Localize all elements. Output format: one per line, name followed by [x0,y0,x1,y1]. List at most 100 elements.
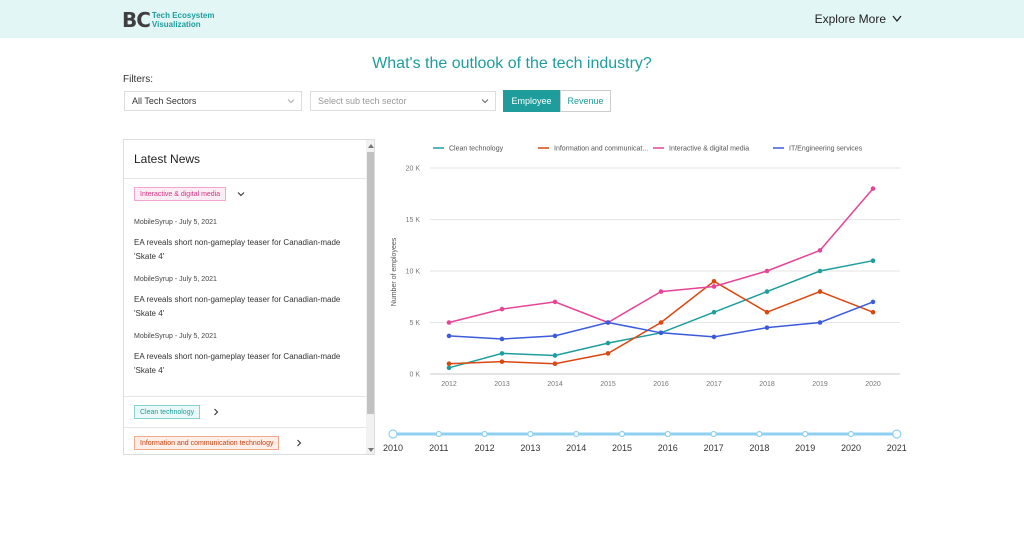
data-point[interactable] [658,330,664,336]
sub-tech-sector-select[interactable]: Select sub tech sector [310,91,496,111]
data-point[interactable] [446,333,452,339]
logo-line-2: Visualization [151,20,201,29]
data-point[interactable] [711,279,717,284]
x-tick-label: 2015 [600,381,616,388]
timeline-year-label: 2019 [795,443,815,453]
y-axis-ticks: 0 K 5 K 10 K 15 K 20 K [406,166,421,379]
divider [124,427,366,428]
data-point[interactable] [817,268,823,274]
y-axis-label: Number of employees [391,237,398,306]
timeline-year-label: 2016 [658,443,678,453]
scroll-down-arrow-icon[interactable] [368,447,374,453]
timeline-year-label: 2021 [887,443,907,453]
data-point[interactable] [446,365,452,371]
data-point[interactable] [711,334,717,340]
x-tick-label: 2018 [759,381,775,388]
slider-tick [802,430,809,438]
data-point[interactable] [499,306,505,312]
article-headline[interactable]: EA reveals short non-gameplay teaser for… [134,295,341,318]
timeline-year-label: 2017 [704,443,724,453]
employee-toggle-button[interactable]: Employee [503,90,560,112]
chevron-down-icon [481,99,489,104]
y-tick-label: 20 K [406,166,421,173]
slider-tick [573,430,580,438]
data-point[interactable] [870,299,876,305]
data-point[interactable] [711,284,717,289]
data-point[interactable] [446,320,452,325]
data-point[interactable] [870,309,876,315]
data-point[interactable] [870,186,876,191]
timeline-year-label: 2012 [475,443,495,453]
revenue-toggle-button[interactable]: Revenue [560,90,611,112]
divider [124,178,366,179]
article-headline[interactable]: EA reveals short non-gameplay teaser for… [134,238,341,261]
data-point[interactable] [817,320,823,325]
sub-tech-sector-placeholder: Select sub tech sector [318,96,407,106]
page-title: What's the outlook of the tech industry? [372,55,652,72]
data-point[interactable] [499,351,505,356]
data-point[interactable] [764,309,770,315]
logo-text: Tech Ecosystem Visualization [152,11,215,29]
data-point[interactable] [605,351,611,356]
slider-handle[interactable] [892,429,902,439]
news-scrollbar[interactable] [366,140,374,454]
data-point[interactable] [711,309,717,315]
scroll-thumb[interactable] [367,152,374,414]
explore-more-button[interactable]: Explore More [815,12,902,26]
slider-tick [527,430,534,438]
article-source: MobileSyrup - July 5, 2021 [134,276,217,283]
article-headline[interactable]: EA reveals short non-gameplay teaser for… [134,352,341,375]
data-point[interactable] [658,289,664,294]
slider-tick [710,430,717,438]
data-point[interactable] [552,361,558,366]
x-tick-label: 2013 [494,381,510,388]
chart-legend: Clean technology Information and communic… [433,146,863,153]
data-point[interactable] [764,325,770,330]
divider [124,396,366,397]
data-point[interactable] [817,289,823,294]
data-point[interactable] [764,268,770,274]
data-point[interactable] [658,320,664,325]
slider-tick [435,430,442,438]
data-point[interactable] [817,248,823,253]
data-point[interactable] [552,299,558,305]
tech-sector-value: All Tech Sectors [132,96,197,106]
tech-sector-select[interactable]: All Tech Sectors [124,91,302,111]
x-tick-label: 2012 [441,381,457,388]
slider-tick [618,430,626,438]
data-point[interactable] [446,361,452,366]
chevron-right-icon[interactable] [212,408,220,416]
chevron-down-icon[interactable] [237,190,245,198]
legend-entry[interactable]: Interactive & digital media [669,146,749,153]
data-point[interactable] [764,289,770,294]
timeline-year-label: 2014 [566,443,586,453]
y-tick-label: 0 K [409,372,420,379]
logo-line-1: Tech Ecosystem [151,11,215,20]
legend-entry[interactable]: Clean technology [449,146,504,153]
timeline-year-label: 2013 [520,443,540,453]
slider-handle[interactable] [388,429,398,439]
data-point[interactable] [605,320,611,325]
year-range-slider[interactable]: 2010 2011 2012 2013 2014 2015 2016 2017 2018 2019… [380,426,910,456]
data-point[interactable] [499,359,505,364]
logo[interactable]: BC Tech Ecosystem Visualization [122,8,215,32]
y-tick-label: 15 K [406,217,421,224]
employee-line-chart: Clean technology Information and communic… [391,146,900,388]
news-tag-clean-technology[interactable]: Clean technology [134,405,201,419]
data-point[interactable] [499,336,505,342]
legend-entry[interactable]: IT/Engineering services [789,146,863,153]
chevron-right-icon[interactable] [295,439,303,447]
series-line [448,188,874,324]
scroll-up-arrow-icon[interactable] [368,143,374,149]
data-point[interactable] [552,333,558,339]
news-tag-interactive-digital-media[interactable]: Interactive & digital media [134,187,227,201]
x-tick-label: 2014 [547,381,563,388]
timeline-year-label: 2020 [841,443,861,453]
data-point[interactable] [605,340,611,346]
chevron-down-icon [892,15,902,23]
data-point[interactable] [870,258,876,263]
news-tag-ict[interactable]: Information and communication technology [134,436,280,450]
legend-entry[interactable]: Information and communicat... [554,146,648,153]
article-source: MobileSyrup - July 5, 2021 [134,219,217,226]
data-point[interactable] [552,353,558,358]
